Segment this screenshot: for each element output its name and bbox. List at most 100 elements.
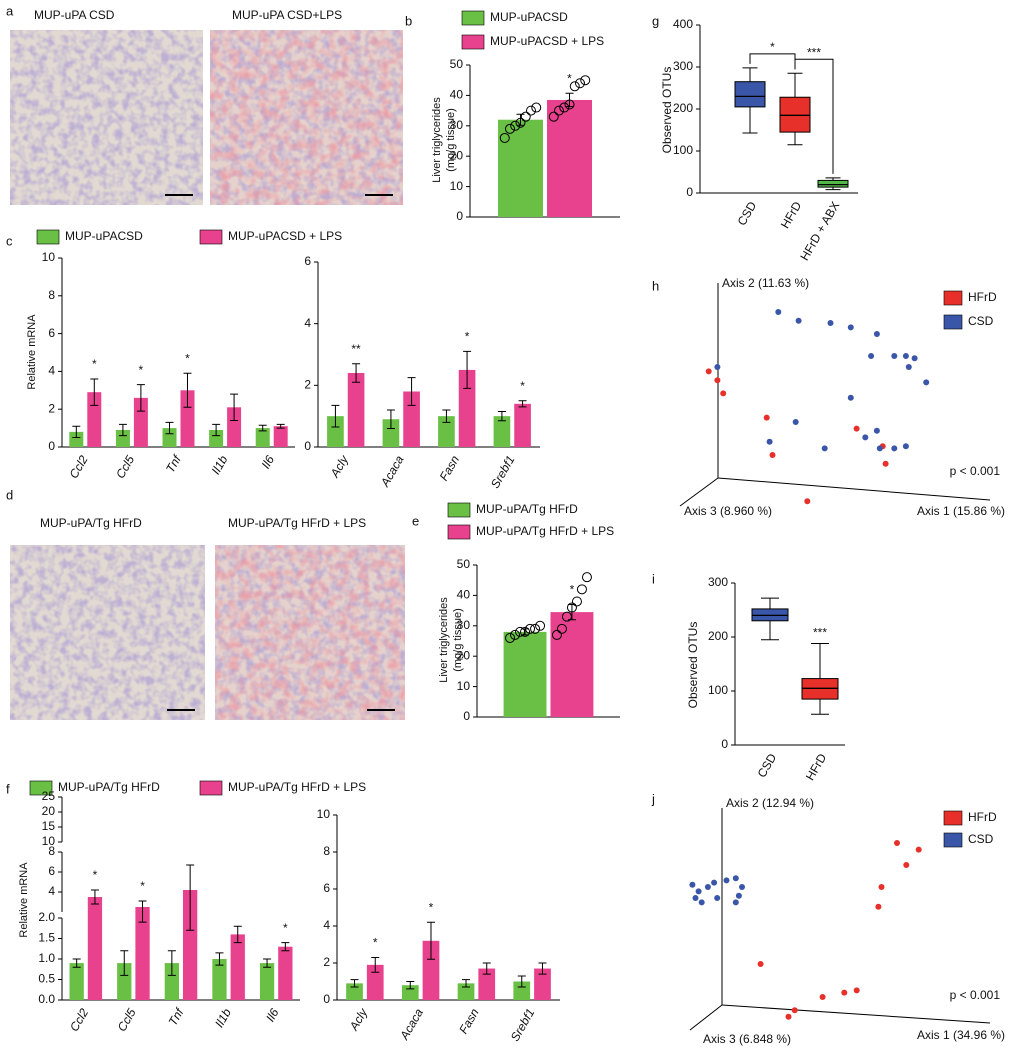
y-tick-label: 30 — [450, 118, 464, 132]
data-point — [561, 611, 572, 622]
y-tick-label: 20 — [457, 648, 471, 662]
bar — [498, 119, 543, 217]
y-tick-label: 40 — [457, 588, 471, 602]
legend-swatch — [461, 34, 485, 50]
x-tick-label: Fasn — [456, 1006, 482, 1036]
error-bar — [482, 962, 491, 975]
x-tick-label: HFrD + ABX — [797, 199, 842, 263]
x-tick-label: Tnf — [163, 452, 185, 475]
y-tick-label: 10 — [42, 834, 56, 848]
point — [766, 438, 773, 445]
y-axis-label: Observed OTUs — [660, 67, 674, 154]
y-axis-label: Observed OTUs — [686, 622, 700, 709]
y-tick-label: 0 — [304, 439, 311, 453]
x-tick-label: Srebf1 — [508, 1006, 538, 1044]
bar — [438, 416, 455, 447]
y-tick-label: 50 — [450, 57, 464, 71]
error-bar — [186, 864, 195, 931]
panel-letter: b — [405, 13, 412, 28]
legend-swatch — [943, 314, 963, 330]
y-tick-label: 0 — [48, 439, 55, 453]
bar — [164, 963, 179, 1000]
point — [714, 377, 721, 384]
error-bar — [167, 950, 176, 976]
legend-label: MUP-uPACSD — [490, 10, 568, 24]
error-bar — [90, 378, 99, 406]
y-tick-label: 25 — [42, 789, 56, 803]
error-bar — [90, 889, 99, 905]
bar — [180, 390, 195, 447]
bar — [503, 631, 547, 717]
point — [714, 364, 721, 370]
error-bar — [538, 962, 547, 975]
point — [853, 425, 860, 432]
point — [804, 498, 811, 505]
y-axis-label: (mg/g tissue) — [452, 608, 464, 672]
panel-letter: c — [6, 233, 13, 248]
legend-label: CSD — [968, 314, 994, 328]
significance: * — [520, 379, 525, 393]
legend-swatch — [199, 780, 223, 796]
x-tick-label: Acaca — [377, 453, 406, 490]
image-caption: MUP-uPA/Tg HFrD + LPS — [228, 516, 366, 530]
panel-letter: d — [6, 487, 13, 502]
data-point — [548, 111, 559, 122]
y-tick-label: 0 — [463, 709, 470, 723]
error-bar — [212, 423, 221, 437]
error-bar — [165, 421, 174, 435]
x-tick-label: Tnf — [166, 1005, 188, 1028]
error-bar — [331, 404, 340, 428]
legend-label: MUP-uPACSD — [65, 229, 143, 243]
y-tick-label: 30 — [457, 618, 471, 632]
data-point — [531, 102, 542, 113]
y-tick-label: 20 — [450, 148, 464, 162]
point — [873, 427, 880, 434]
y-tick-label: 4 — [323, 918, 330, 932]
y-tick-label: 8 — [323, 844, 330, 858]
y-tick-label: 100 — [673, 143, 693, 157]
legend-swatch — [447, 502, 471, 518]
error-bar — [518, 400, 527, 408]
micrograph-texture — [10, 545, 205, 720]
point — [689, 881, 696, 888]
y-tick-label: 0 — [721, 737, 728, 751]
point — [769, 452, 776, 458]
point — [714, 895, 721, 901]
point — [792, 419, 799, 425]
significance: *** — [813, 626, 827, 640]
point — [704, 884, 711, 890]
legend-label: MUP-uPACSD + LPS — [490, 34, 604, 48]
error-bar — [215, 952, 224, 966]
y-tick-label: 0 — [323, 992, 330, 1006]
point — [891, 353, 898, 359]
bar — [87, 897, 103, 1000]
annotation: p < 0.001 — [950, 988, 1001, 1002]
point — [695, 888, 702, 895]
bar — [212, 959, 227, 1000]
image-caption: MUP-uPA CSD — [34, 8, 115, 22]
data-point — [505, 632, 516, 643]
point — [911, 355, 918, 362]
legend-swatch — [943, 832, 963, 848]
legend-swatch — [447, 524, 471, 540]
x-tick-label: HFrD — [778, 199, 805, 231]
x-tick-label: Ccl2 — [67, 453, 91, 481]
point — [739, 884, 745, 890]
legend-label: MUP-uPA/Tg HFrD + LPS — [476, 524, 614, 538]
point — [698, 899, 705, 906]
significance: * — [92, 357, 97, 371]
y-axis-label: (mg/g tissue) — [445, 108, 457, 172]
data-point — [505, 123, 515, 134]
y-tick-label: 0 — [686, 185, 693, 199]
box — [734, 81, 766, 108]
data-point — [515, 626, 526, 637]
point — [841, 989, 848, 996]
bar — [347, 373, 365, 447]
point — [882, 460, 889, 467]
significance: * — [570, 583, 575, 597]
bar — [259, 963, 275, 1000]
y-axis-label: Relative mRNA — [26, 314, 38, 390]
y-tick-label: 4 — [48, 884, 55, 898]
y-tick-label: 8 — [48, 844, 55, 858]
y-axis-label: Liver triglycerides — [431, 97, 443, 183]
